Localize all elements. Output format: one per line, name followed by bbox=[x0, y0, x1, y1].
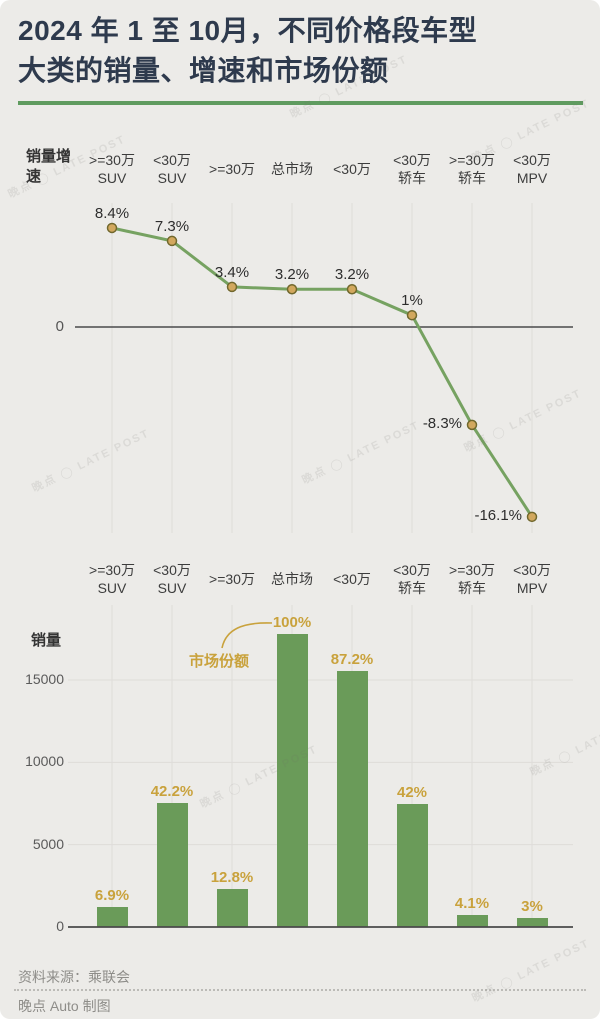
data-point-marker bbox=[466, 419, 478, 431]
category-label: <30万 轿车 bbox=[393, 152, 431, 186]
category-label: >=30万 轿车 bbox=[449, 562, 495, 596]
category-label: >=30万 轿车 bbox=[449, 152, 495, 186]
title-line-2: 大类的销量、增速和市场份额 bbox=[18, 55, 389, 86]
data-point-marker bbox=[346, 284, 358, 295]
footer-divider bbox=[14, 989, 586, 991]
share-percentage-label: 42% bbox=[396, 783, 428, 801]
data-source: 资料来源：乘联会 bbox=[18, 969, 130, 985]
y-axis-tick: 10000 bbox=[25, 753, 64, 770]
sales-bar bbox=[336, 671, 368, 927]
latepost-watermark: 晚点 ◯ LATE POST bbox=[528, 711, 600, 779]
line-value-label: 8.4% bbox=[94, 204, 130, 222]
data-point-marker bbox=[166, 235, 178, 247]
share-percentage-label: 12.8% bbox=[210, 869, 254, 887]
title-underline bbox=[18, 101, 583, 105]
line-value-label: 7.3% bbox=[154, 217, 190, 235]
line-value-label: -16.1% bbox=[474, 506, 522, 524]
data-point-marker bbox=[106, 222, 118, 234]
data-point-marker bbox=[406, 309, 418, 321]
category-label: <30万 轿车 bbox=[393, 562, 431, 596]
sales-bar bbox=[216, 889, 248, 927]
line-value-label: 1% bbox=[401, 292, 423, 310]
category-label: <30万 SUV bbox=[153, 562, 191, 596]
credit: 晚点 Auto 制图 bbox=[18, 998, 111, 1014]
line-value-label: -8.3% bbox=[422, 414, 462, 432]
sales-bar bbox=[156, 803, 188, 927]
latepost-watermark: 晚点 ◯ LATE POST bbox=[470, 937, 592, 1005]
sales-bar bbox=[396, 803, 428, 927]
line-value-label: 3.2% bbox=[274, 266, 310, 284]
category-label: <30万 SUV bbox=[153, 152, 191, 186]
category-label: <30万 bbox=[333, 571, 371, 587]
y-axis-tick: 5000 bbox=[32, 835, 64, 852]
category-label: 总市场 bbox=[271, 161, 313, 177]
share-percentage-label: 87.2% bbox=[330, 651, 374, 669]
category-label: <30万 bbox=[333, 161, 371, 177]
category-label: >=30万 SUV bbox=[89, 562, 135, 596]
latepost-watermark: 晚点 ◯ LATE POST bbox=[300, 419, 422, 487]
share-percentage-label: 3% bbox=[521, 898, 543, 916]
share-percentage-label: 6.9% bbox=[94, 886, 130, 904]
growth-axis-label: 销量增速 bbox=[26, 148, 72, 185]
sales-bar bbox=[456, 914, 488, 927]
category-label: >=30万 bbox=[209, 571, 255, 587]
data-point-marker bbox=[526, 511, 538, 523]
sales-bar bbox=[516, 918, 548, 927]
sales-bar bbox=[276, 633, 308, 927]
latepost-watermark: 晚点 ◯ LATE POST bbox=[462, 387, 584, 455]
page-title: 2024 年 1 至 10月，不同价格段车型 大类的销量、增速和市场份额 bbox=[18, 11, 578, 91]
title-line-1: 2024 年 1 至 10月，不同价格段车型 bbox=[18, 15, 478, 46]
category-label: <30万 MPV bbox=[513, 562, 551, 596]
y-axis-tick: 15000 bbox=[25, 671, 64, 687]
category-label: <30万 MPV bbox=[513, 152, 551, 186]
data-point-marker bbox=[226, 281, 238, 293]
share-percentage-label: 100% bbox=[272, 613, 312, 631]
y-axis-tick: 0 bbox=[56, 918, 64, 934]
category-label: >=30万 bbox=[209, 161, 255, 177]
sales-axis-label: 销量 bbox=[31, 632, 62, 649]
latepost-watermark: 晚点 ◯ LATE POST bbox=[30, 427, 152, 495]
data-point-marker bbox=[286, 284, 298, 295]
share-percentage-label: 42.2% bbox=[150, 783, 194, 801]
line-value-label: 3.4% bbox=[214, 263, 250, 281]
zero-axis-label: 0 bbox=[55, 318, 64, 335]
category-label: 总市场 bbox=[271, 571, 313, 587]
market-share-annotation: 市场份额 bbox=[189, 653, 250, 670]
line-value-label: 3.2% bbox=[334, 266, 370, 284]
category-label: >=30万 SUV bbox=[89, 152, 135, 186]
sales-bar bbox=[96, 906, 128, 927]
